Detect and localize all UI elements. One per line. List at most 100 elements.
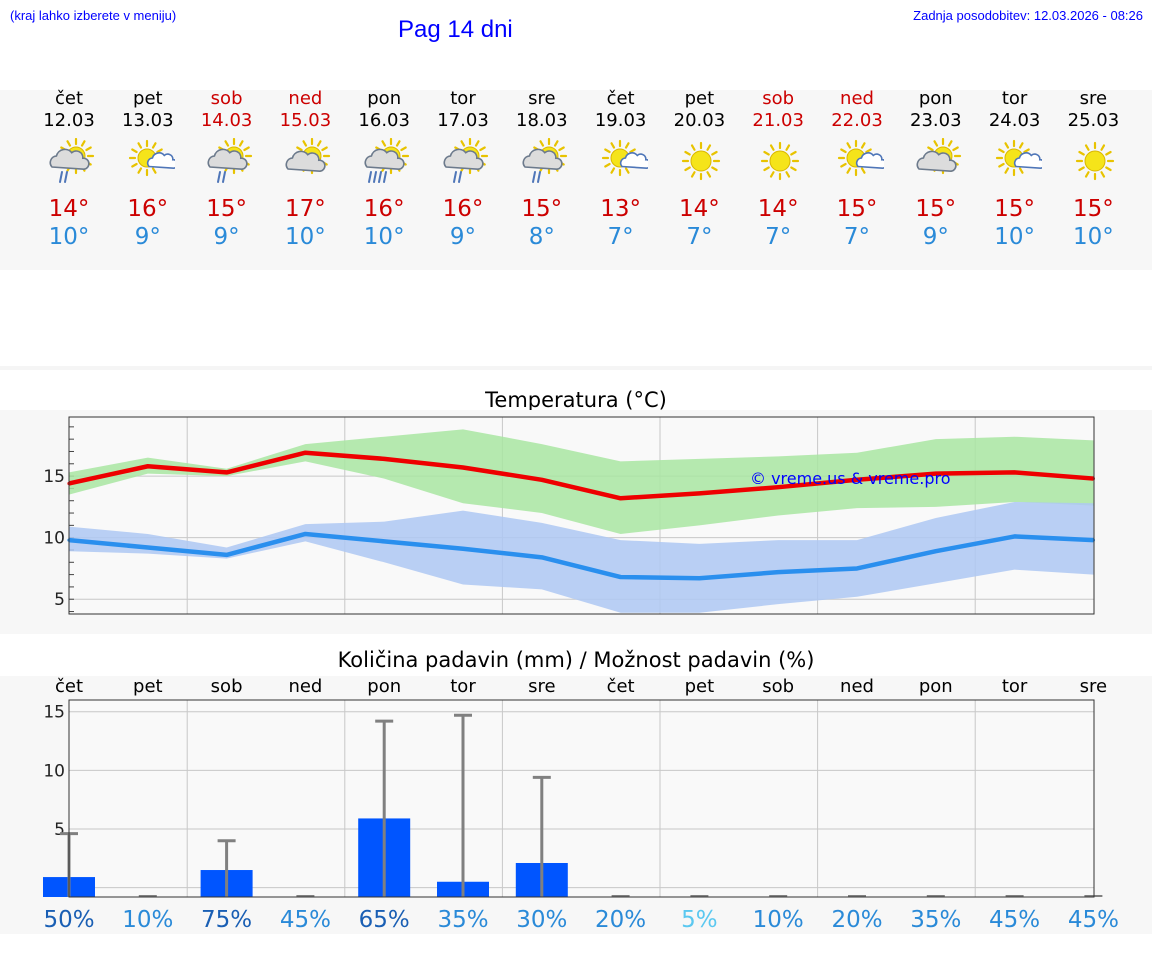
precipitation-probability: 35% bbox=[910, 907, 961, 933]
day-column: ned 22.03 15° 7° bbox=[817, 88, 897, 268]
sun-small-cloud-icon bbox=[837, 139, 884, 177]
series-min-line bbox=[68, 531, 1094, 581]
day-column: sob 14.03 15° 9° bbox=[187, 88, 267, 268]
day-name: pet bbox=[133, 88, 163, 109]
day-date: 22.03 bbox=[831, 110, 883, 131]
x-category-label: sre bbox=[528, 676, 555, 697]
x-category-label: pon bbox=[919, 676, 953, 697]
precipitation-probability: 30% bbox=[516, 907, 567, 933]
precipitation-probability: 10% bbox=[753, 907, 804, 933]
temp-min: 10° bbox=[1073, 224, 1114, 250]
x-category-label: ned bbox=[288, 676, 322, 697]
series-max-point bbox=[146, 464, 150, 468]
temp-min: 9° bbox=[449, 224, 477, 250]
x-category-label: sob bbox=[762, 676, 794, 697]
day-column: čet 19.03 13° 7° bbox=[581, 88, 661, 268]
sun-cloud-rain-icon bbox=[207, 138, 252, 183]
day-name: sob bbox=[762, 88, 795, 109]
series-max-point bbox=[1013, 470, 1017, 475]
series-min-point bbox=[697, 576, 702, 580]
day-column: pet 13.03 16° 9° bbox=[108, 88, 188, 268]
temp-min: 10° bbox=[48, 224, 90, 250]
min-range-band bbox=[69, 501, 1094, 613]
temp-max: 14° bbox=[48, 196, 90, 222]
location-hint[interactable]: (kraj lahko izberete v meniju) bbox=[10, 8, 177, 23]
x-category-label: ned bbox=[840, 676, 874, 697]
y-tick-label: 10 bbox=[43, 761, 65, 781]
day-column: tor 24.03 15° 10° bbox=[975, 88, 1055, 268]
temp-min: 8° bbox=[528, 224, 555, 250]
precipitation-probability: 45% bbox=[1068, 907, 1119, 933]
precipitation-probability: 20% bbox=[831, 907, 882, 933]
divider bbox=[0, 366, 1152, 370]
temp-max: 13° bbox=[600, 196, 641, 222]
day-name: sre bbox=[1079, 88, 1108, 109]
day-date: 25.03 bbox=[1067, 110, 1120, 131]
watermark: © vreme.us & vreme.pro bbox=[750, 469, 951, 488]
temp-max: 16° bbox=[363, 196, 405, 222]
precipitation-probability: 10% bbox=[122, 907, 173, 933]
temp-max: 15° bbox=[206, 196, 247, 222]
day-name: ned bbox=[840, 88, 874, 109]
day-date: 14.03 bbox=[200, 110, 253, 131]
temp-max: 14° bbox=[679, 196, 720, 222]
day-date: 19.03 bbox=[594, 110, 647, 131]
day-name: pon bbox=[367, 88, 402, 109]
temp-min: 7° bbox=[686, 224, 713, 250]
x-category-label: tor bbox=[1002, 676, 1028, 697]
day-column: pet 20.03 14° 7° bbox=[659, 88, 739, 268]
x-category-label: pet bbox=[685, 676, 715, 697]
series-min-point bbox=[619, 575, 623, 579]
precipitation-probability: 65% bbox=[359, 907, 410, 933]
series-min-point bbox=[1013, 534, 1017, 539]
sun-cloud-heavy-rain-icon bbox=[364, 138, 410, 183]
series-min-point bbox=[146, 545, 150, 550]
precipitation-probability: 45% bbox=[280, 907, 331, 933]
day-column: sre 18.03 15° 8° bbox=[502, 88, 582, 268]
day-name: čet bbox=[606, 88, 635, 109]
series-max-point bbox=[855, 478, 859, 482]
day-name: čet bbox=[54, 88, 84, 109]
temp-min: 10° bbox=[994, 224, 1035, 250]
series-max-line bbox=[68, 450, 1094, 501]
x-category-label: čet bbox=[607, 676, 635, 697]
x-category-label: pet bbox=[133, 676, 163, 697]
day-name: pon bbox=[918, 88, 953, 109]
y-tick-label: 15 bbox=[43, 467, 65, 487]
day-date: 13.03 bbox=[122, 110, 174, 131]
day-name: tor bbox=[1001, 88, 1028, 109]
temp-min: 10° bbox=[285, 224, 326, 250]
temp-min: 7° bbox=[765, 224, 792, 250]
plot-area bbox=[69, 700, 1094, 897]
day-date: 18.03 bbox=[516, 110, 568, 131]
plot-frame bbox=[68, 699, 1095, 898]
precipitation-probability: 75% bbox=[201, 907, 252, 933]
series-min-point bbox=[776, 570, 780, 574]
daily-forecast: čet 12.03 14° 10° pet 13.03 16° 9° sob 14.03 15° 9°… bbox=[0, 88, 1152, 268]
temp-min: 10° bbox=[363, 224, 405, 250]
temperature-chart: 5 10 15 © vreme.us & vreme.pro bbox=[43, 416, 1095, 615]
sun-cloud-icon bbox=[916, 138, 961, 175]
temp-max: 15° bbox=[994, 196, 1035, 222]
day-date: 12.03 bbox=[43, 110, 95, 131]
day-date: 21.03 bbox=[752, 110, 804, 131]
day-column: pon 23.03 15° 9° bbox=[896, 88, 976, 268]
series-min-point bbox=[382, 539, 386, 543]
y-tick-label: 10 bbox=[43, 529, 65, 549]
sun-small-cloud-icon bbox=[995, 139, 1042, 177]
x-category-label: sre bbox=[1080, 676, 1107, 697]
temp-min: 9° bbox=[922, 224, 949, 250]
temperature-chart-title: Temperatura (°C) bbox=[485, 388, 667, 412]
y-tick-label: 5 bbox=[54, 820, 65, 840]
temp-max: 16° bbox=[127, 196, 169, 222]
day-name: ned bbox=[288, 88, 323, 109]
sun-icon bbox=[682, 141, 721, 181]
temp-min: 7° bbox=[607, 224, 634, 250]
series-min-point bbox=[461, 547, 465, 551]
temp-max: 17° bbox=[285, 196, 326, 222]
x-category-label: sob bbox=[211, 676, 243, 697]
day-date: 15.03 bbox=[279, 110, 332, 131]
series-min-point bbox=[540, 555, 544, 559]
last-updated: Zadnja posodobitev: 12.03.2026 - 08:26 bbox=[913, 8, 1143, 23]
